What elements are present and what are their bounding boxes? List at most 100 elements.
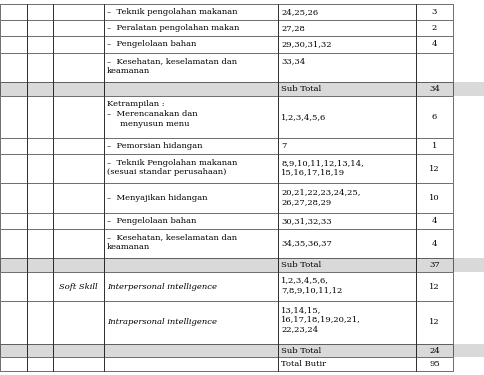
Text: –  Pemorsian hidangan: – Pemorsian hidangan (107, 142, 202, 150)
Bar (416, 272, 453, 302)
Text: Intrapersonal intelligence: Intrapersonal intelligence (107, 318, 217, 327)
Bar (416, 357, 453, 371)
Bar (0, 229, 27, 258)
Bar (0, 36, 27, 52)
Bar (104, 229, 278, 258)
Bar (27, 82, 53, 96)
Bar (53, 258, 104, 272)
Bar (0, 357, 484, 371)
Bar (104, 357, 278, 371)
Text: 24: 24 (429, 346, 440, 354)
Text: 2: 2 (432, 24, 437, 32)
Bar (416, 4, 453, 20)
Bar (53, 357, 104, 371)
Text: 4: 4 (432, 40, 437, 48)
Text: 27,28: 27,28 (281, 24, 305, 32)
Bar (416, 53, 453, 82)
Bar (278, 357, 416, 371)
Bar (104, 96, 278, 138)
Text: Ketrampilan :
–  Merencanakan dan
     menyusun menu: Ketrampilan : – Merencanakan dan menyusu… (107, 100, 197, 128)
Bar (278, 20, 416, 36)
Bar (0, 154, 27, 183)
Text: –  Pengelolaan bahan: – Pengelolaan bahan (107, 217, 197, 225)
Bar (27, 258, 53, 272)
Bar (0, 96, 484, 138)
Bar (278, 53, 416, 82)
Bar (0, 82, 27, 96)
Bar (104, 258, 278, 272)
Bar (278, 344, 416, 357)
Bar (27, 138, 53, 154)
Text: 1: 1 (432, 142, 437, 150)
Text: 12: 12 (429, 318, 439, 327)
Bar (0, 53, 484, 82)
Bar (416, 138, 453, 154)
Bar (0, 183, 27, 213)
Bar (0, 20, 27, 36)
Bar (278, 82, 416, 96)
Text: –  Kesehatan, keselamatan dan
keamanan: – Kesehatan, keselamatan dan keamanan (107, 57, 237, 75)
Text: 7: 7 (281, 142, 287, 150)
Text: 6: 6 (432, 113, 437, 121)
Bar (416, 344, 453, 357)
Bar (0, 344, 484, 357)
Bar (0, 302, 484, 344)
Text: –  Teknik pengolahan makanan: – Teknik pengolahan makanan (107, 8, 238, 16)
Bar (0, 258, 27, 272)
Text: Sub Total: Sub Total (281, 85, 321, 93)
Bar (53, 138, 104, 154)
Bar (53, 229, 104, 258)
Text: 1,2,3,4,5,6,
7,8,9,10,11,12: 1,2,3,4,5,6, 7,8,9,10,11,12 (281, 276, 343, 294)
Bar (27, 272, 53, 302)
Bar (53, 272, 104, 302)
Bar (53, 96, 104, 138)
Bar (27, 20, 53, 36)
Bar (278, 183, 416, 213)
Bar (416, 20, 453, 36)
Bar (53, 302, 104, 344)
Bar (104, 183, 278, 213)
Text: 29,30,31,32: 29,30,31,32 (281, 40, 332, 48)
Bar (27, 96, 53, 138)
Bar (416, 258, 453, 272)
Bar (0, 82, 484, 96)
Bar (416, 302, 453, 344)
Bar (27, 36, 53, 52)
Bar (53, 20, 104, 36)
Bar (27, 4, 53, 20)
Text: 10: 10 (429, 194, 439, 202)
Text: –  Peralatan pengolahan makan: – Peralatan pengolahan makan (107, 24, 240, 32)
Text: –  Menyajikan hidangan: – Menyajikan hidangan (107, 194, 208, 202)
Bar (416, 183, 453, 213)
Text: Interpersonal intelligence: Interpersonal intelligence (107, 283, 217, 291)
Bar (0, 357, 27, 371)
Bar (0, 258, 484, 272)
Bar (53, 82, 104, 96)
Bar (0, 213, 484, 229)
Bar (27, 229, 53, 258)
Bar (104, 302, 278, 344)
Bar (104, 53, 278, 82)
Bar (104, 4, 278, 20)
Bar (53, 4, 104, 20)
Bar (104, 154, 278, 183)
Bar (0, 272, 27, 302)
Bar (0, 4, 484, 20)
Text: 24,25,26: 24,25,26 (281, 8, 318, 16)
Bar (0, 138, 484, 154)
Text: 20,21,22,23,24,25,
26,27,28,29: 20,21,22,23,24,25, 26,27,28,29 (281, 188, 361, 206)
Bar (416, 213, 453, 229)
Bar (53, 183, 104, 213)
Bar (416, 154, 453, 183)
Bar (278, 302, 416, 344)
Bar (27, 302, 53, 344)
Text: Sub Total: Sub Total (281, 261, 321, 269)
Text: –  Kesehatan, keselamatan dan
keamanan: – Kesehatan, keselamatan dan keamanan (107, 234, 237, 251)
Bar (416, 229, 453, 258)
Text: Soft Skill: Soft Skill (60, 283, 98, 291)
Bar (278, 272, 416, 302)
Text: 30,31,32,33: 30,31,32,33 (281, 217, 332, 225)
Bar (104, 344, 278, 357)
Text: 4: 4 (432, 240, 437, 248)
Bar (278, 229, 416, 258)
